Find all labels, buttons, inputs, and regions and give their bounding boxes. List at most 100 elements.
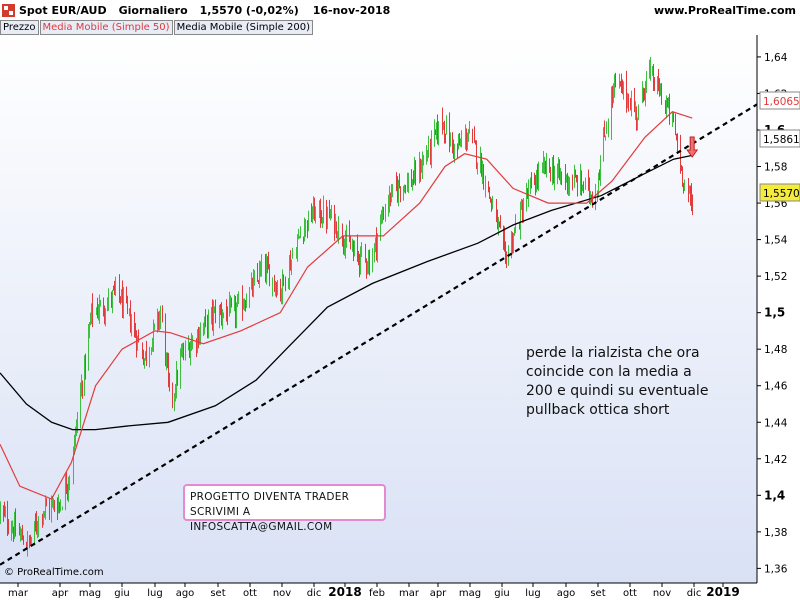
candle-body <box>303 237 304 239</box>
candle-body <box>549 158 550 170</box>
candle-body <box>398 181 399 197</box>
candle-body <box>257 272 258 278</box>
candle-body <box>660 89 661 95</box>
candle-body <box>254 276 255 278</box>
x-tick-label: nov <box>273 588 291 599</box>
y-tick-label: 1,38 <box>764 527 787 539</box>
trendline <box>0 103 758 566</box>
candle-body <box>691 193 692 203</box>
candle-body <box>274 276 275 287</box>
candle-body <box>377 236 378 254</box>
candle-body <box>320 202 321 221</box>
candle-body <box>546 156 547 170</box>
candle-body <box>477 162 478 167</box>
candle-body <box>20 534 21 538</box>
indicator-legend: Prezzo Media Mobile (Simple 50) Media Mo… <box>0 20 314 35</box>
y-tick-label: 1,58 <box>764 162 787 174</box>
candle-body <box>466 133 467 144</box>
candle-body <box>114 285 115 290</box>
candles <box>0 56 693 557</box>
candle-body <box>515 224 516 230</box>
candle-body <box>659 81 660 97</box>
candle-body <box>149 349 150 359</box>
candle-body <box>397 186 398 197</box>
y-axis: 1,36 1,38 1,4 1,42 1,44 1,46 1,48 1,5 1,52 1,54 1,… <box>757 52 788 575</box>
candle-body <box>192 339 193 346</box>
candle-body <box>84 359 85 392</box>
candle-body <box>82 384 83 389</box>
site-url[interactable]: www.ProRealTime.com <box>653 4 796 17</box>
candle-body <box>667 102 668 108</box>
candle-body <box>527 195 528 197</box>
candle-body <box>331 208 332 217</box>
x-tick-label: ott <box>243 588 257 599</box>
chart-header: Spot EUR/AUD Giornaliero 1,5570 (-0,02%)… <box>0 0 800 20</box>
candle-body <box>89 325 90 330</box>
candle-body <box>482 167 483 181</box>
candle-body <box>231 301 232 305</box>
candle-body <box>374 245 375 259</box>
candle-body <box>436 123 437 134</box>
candle-body <box>334 206 335 233</box>
candle-body <box>81 384 82 394</box>
candle-body <box>111 298 112 302</box>
candle-body <box>513 237 514 251</box>
candle-body <box>174 394 175 403</box>
candle-body <box>680 144 681 169</box>
candle-body <box>280 285 281 297</box>
x-tick-label: apr <box>52 588 69 599</box>
x-tick-label: apr <box>430 588 447 599</box>
legend-ma200[interactable]: Media Mobile (Simple 200) <box>173 20 313 35</box>
candle-body <box>431 136 432 159</box>
candle-body <box>5 512 6 516</box>
candle-body <box>266 263 267 276</box>
x-tick-label: 2018 <box>328 585 361 599</box>
candle-body <box>162 309 163 318</box>
candle-body <box>215 309 216 320</box>
candle-body <box>267 261 268 264</box>
legend-ma50[interactable]: Media Mobile (Simple 50) <box>39 20 173 35</box>
candle-body <box>357 244 358 254</box>
candle-body <box>673 115 674 122</box>
candle-body <box>49 505 50 513</box>
candle-body <box>621 81 622 83</box>
candle-body <box>450 135 451 147</box>
legend-price[interactable]: Prezzo <box>0 20 39 35</box>
candle-body <box>34 521 35 539</box>
candle-body <box>121 292 122 303</box>
candle-body <box>8 526 9 531</box>
price-label-box <box>759 91 800 110</box>
candle-body <box>665 101 666 105</box>
candle-body <box>130 311 131 329</box>
x-tick-label: giu <box>494 588 509 599</box>
annotation-text: perde la rialzista che ora coincide con … <box>526 345 709 418</box>
candle-body <box>129 308 130 310</box>
candle-body <box>559 165 560 176</box>
candle-body <box>492 205 493 210</box>
candle-body <box>558 164 559 171</box>
candle-body <box>630 106 631 110</box>
candle-body <box>112 290 113 303</box>
candle-body <box>135 330 136 338</box>
candle-body <box>292 255 293 258</box>
candle-body <box>203 326 204 333</box>
candle-body <box>511 237 512 254</box>
candle-body <box>200 329 201 340</box>
candle-body <box>476 141 477 163</box>
candle-body <box>323 205 324 220</box>
candle-body <box>613 86 614 101</box>
candle-body <box>654 85 655 88</box>
candle-body <box>226 309 227 313</box>
candle-body <box>237 299 238 306</box>
candle-body <box>120 296 121 303</box>
x-tick-label: dic <box>307 588 322 599</box>
candle-body <box>491 200 492 207</box>
candle-body <box>69 478 70 482</box>
candle-body <box>290 260 291 270</box>
candle-body <box>269 269 270 286</box>
candle-body <box>554 173 555 184</box>
candle-body <box>682 168 683 184</box>
candle-body <box>31 539 32 541</box>
candle-body <box>103 302 104 312</box>
